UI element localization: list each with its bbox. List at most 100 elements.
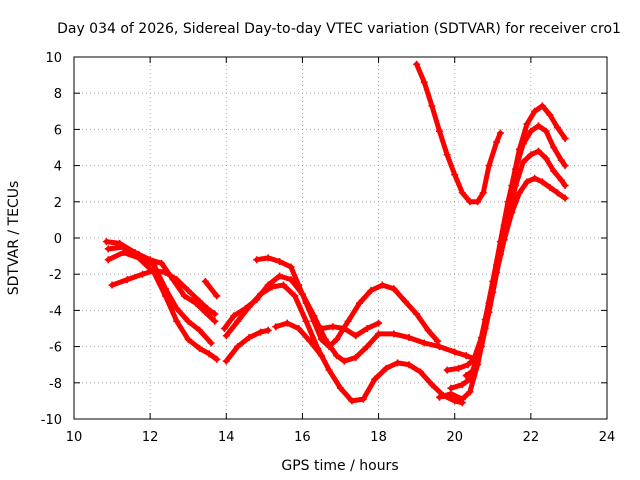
data-point-marker [220,325,228,332]
data-point-marker [211,317,219,325]
y-tick-label: 0 [54,232,62,247]
data-point-marker [401,297,409,305]
data-point-marker [470,366,478,374]
data-point-marker [102,238,110,246]
series-line [105,250,220,362]
data-point-marker [329,323,337,331]
data-point-marker [515,189,523,197]
data-point-marker [557,176,565,184]
x-tick-label: 24 [599,430,616,445]
grid-lines [74,57,607,419]
series-track-8 [222,326,272,365]
data-point-marker [390,285,398,293]
data-point-marker [257,328,265,336]
data-point-marker [158,259,166,267]
series-track-16 [462,174,569,380]
y-tick-label: 10 [45,51,62,66]
data-point-marker [534,122,542,130]
data-point-marker [375,319,383,327]
data-point-marker [531,107,539,115]
x-tick-label: 10 [66,430,83,445]
series-track-7 [222,281,466,407]
x-tick-label: 22 [523,430,540,445]
data-point-marker [561,134,569,142]
data-point-marker [317,352,325,360]
data-point-marker [428,381,436,389]
series-line [202,278,220,299]
data-point-marker [348,397,356,405]
data-point-marker [554,189,562,197]
series-track-4 [108,267,219,318]
data-point-marker [451,348,459,356]
x-tick-label: 16 [294,430,311,445]
data-point-marker [108,281,116,289]
data-point-marker [337,384,344,392]
x-axis-label: GPS time / hours [281,458,398,474]
series-track-3 [104,248,221,363]
data-point-marker [519,140,527,148]
y-tick-label: -6 [49,341,62,356]
data-point-marker [230,312,238,320]
series-track-10 [272,319,325,360]
data-point-marker [264,326,272,334]
data-point-marker [245,303,253,311]
data-point-marker [340,325,348,332]
data-point-marker [180,292,188,300]
data-point-marker [451,397,459,405]
data-point-marker [352,332,360,340]
data-point-marker [390,330,398,338]
data-point-marker [466,388,474,396]
data-point-marker [333,352,341,360]
data-point-marker [196,326,204,334]
data-point-marker [424,326,432,334]
data-point-marker [257,290,265,298]
data-point-marker [363,343,371,351]
y-tick-label: -4 [49,304,62,319]
data-point-marker [222,332,230,340]
x-tick-label: 18 [370,430,387,445]
data-point-marker [546,111,554,119]
data-point-marker [523,120,531,128]
data-point-marker [302,317,310,325]
data-point-marker [245,334,253,342]
data-point-marker [196,297,204,305]
data-point-marker [340,357,348,365]
data-point-marker [561,194,569,202]
data-point-marker [207,339,215,347]
data-point-marker [527,127,535,135]
data-point-marker [287,263,295,271]
data-point-marker [173,317,181,325]
data-point-marker [268,283,276,291]
series-line [463,175,568,379]
data-point-marker [104,245,112,253]
data-point-marker [123,276,131,284]
data-point-marker [455,364,463,372]
data-point-marker [264,254,272,262]
data-point-marker [462,352,470,360]
data-point-marker [291,292,299,300]
data-point-marker [413,310,421,318]
series-line [223,282,465,406]
x-tick-label: 14 [218,430,235,445]
data-point-marker [139,270,147,278]
data-point-marker [479,189,487,197]
data-point-marker [276,272,284,280]
data-point-marker [201,277,209,285]
data-point-marker [359,395,367,403]
data-point-marker [222,357,230,365]
data-point-marker [458,189,466,197]
data-point-marker [325,343,333,351]
data-point-marker [561,182,569,190]
data-point-marker [295,325,303,332]
data-point-marker [378,281,386,289]
data-point-marker [500,236,508,244]
data-point-marker [161,268,169,276]
y-tick-label: -2 [49,268,62,283]
x-tick-label: 12 [142,430,159,445]
data-point-marker [306,337,314,345]
data-point-marker [550,144,558,151]
data-point-marker [287,276,295,284]
data-point-marker [561,162,569,170]
data-point-marker [493,138,501,146]
